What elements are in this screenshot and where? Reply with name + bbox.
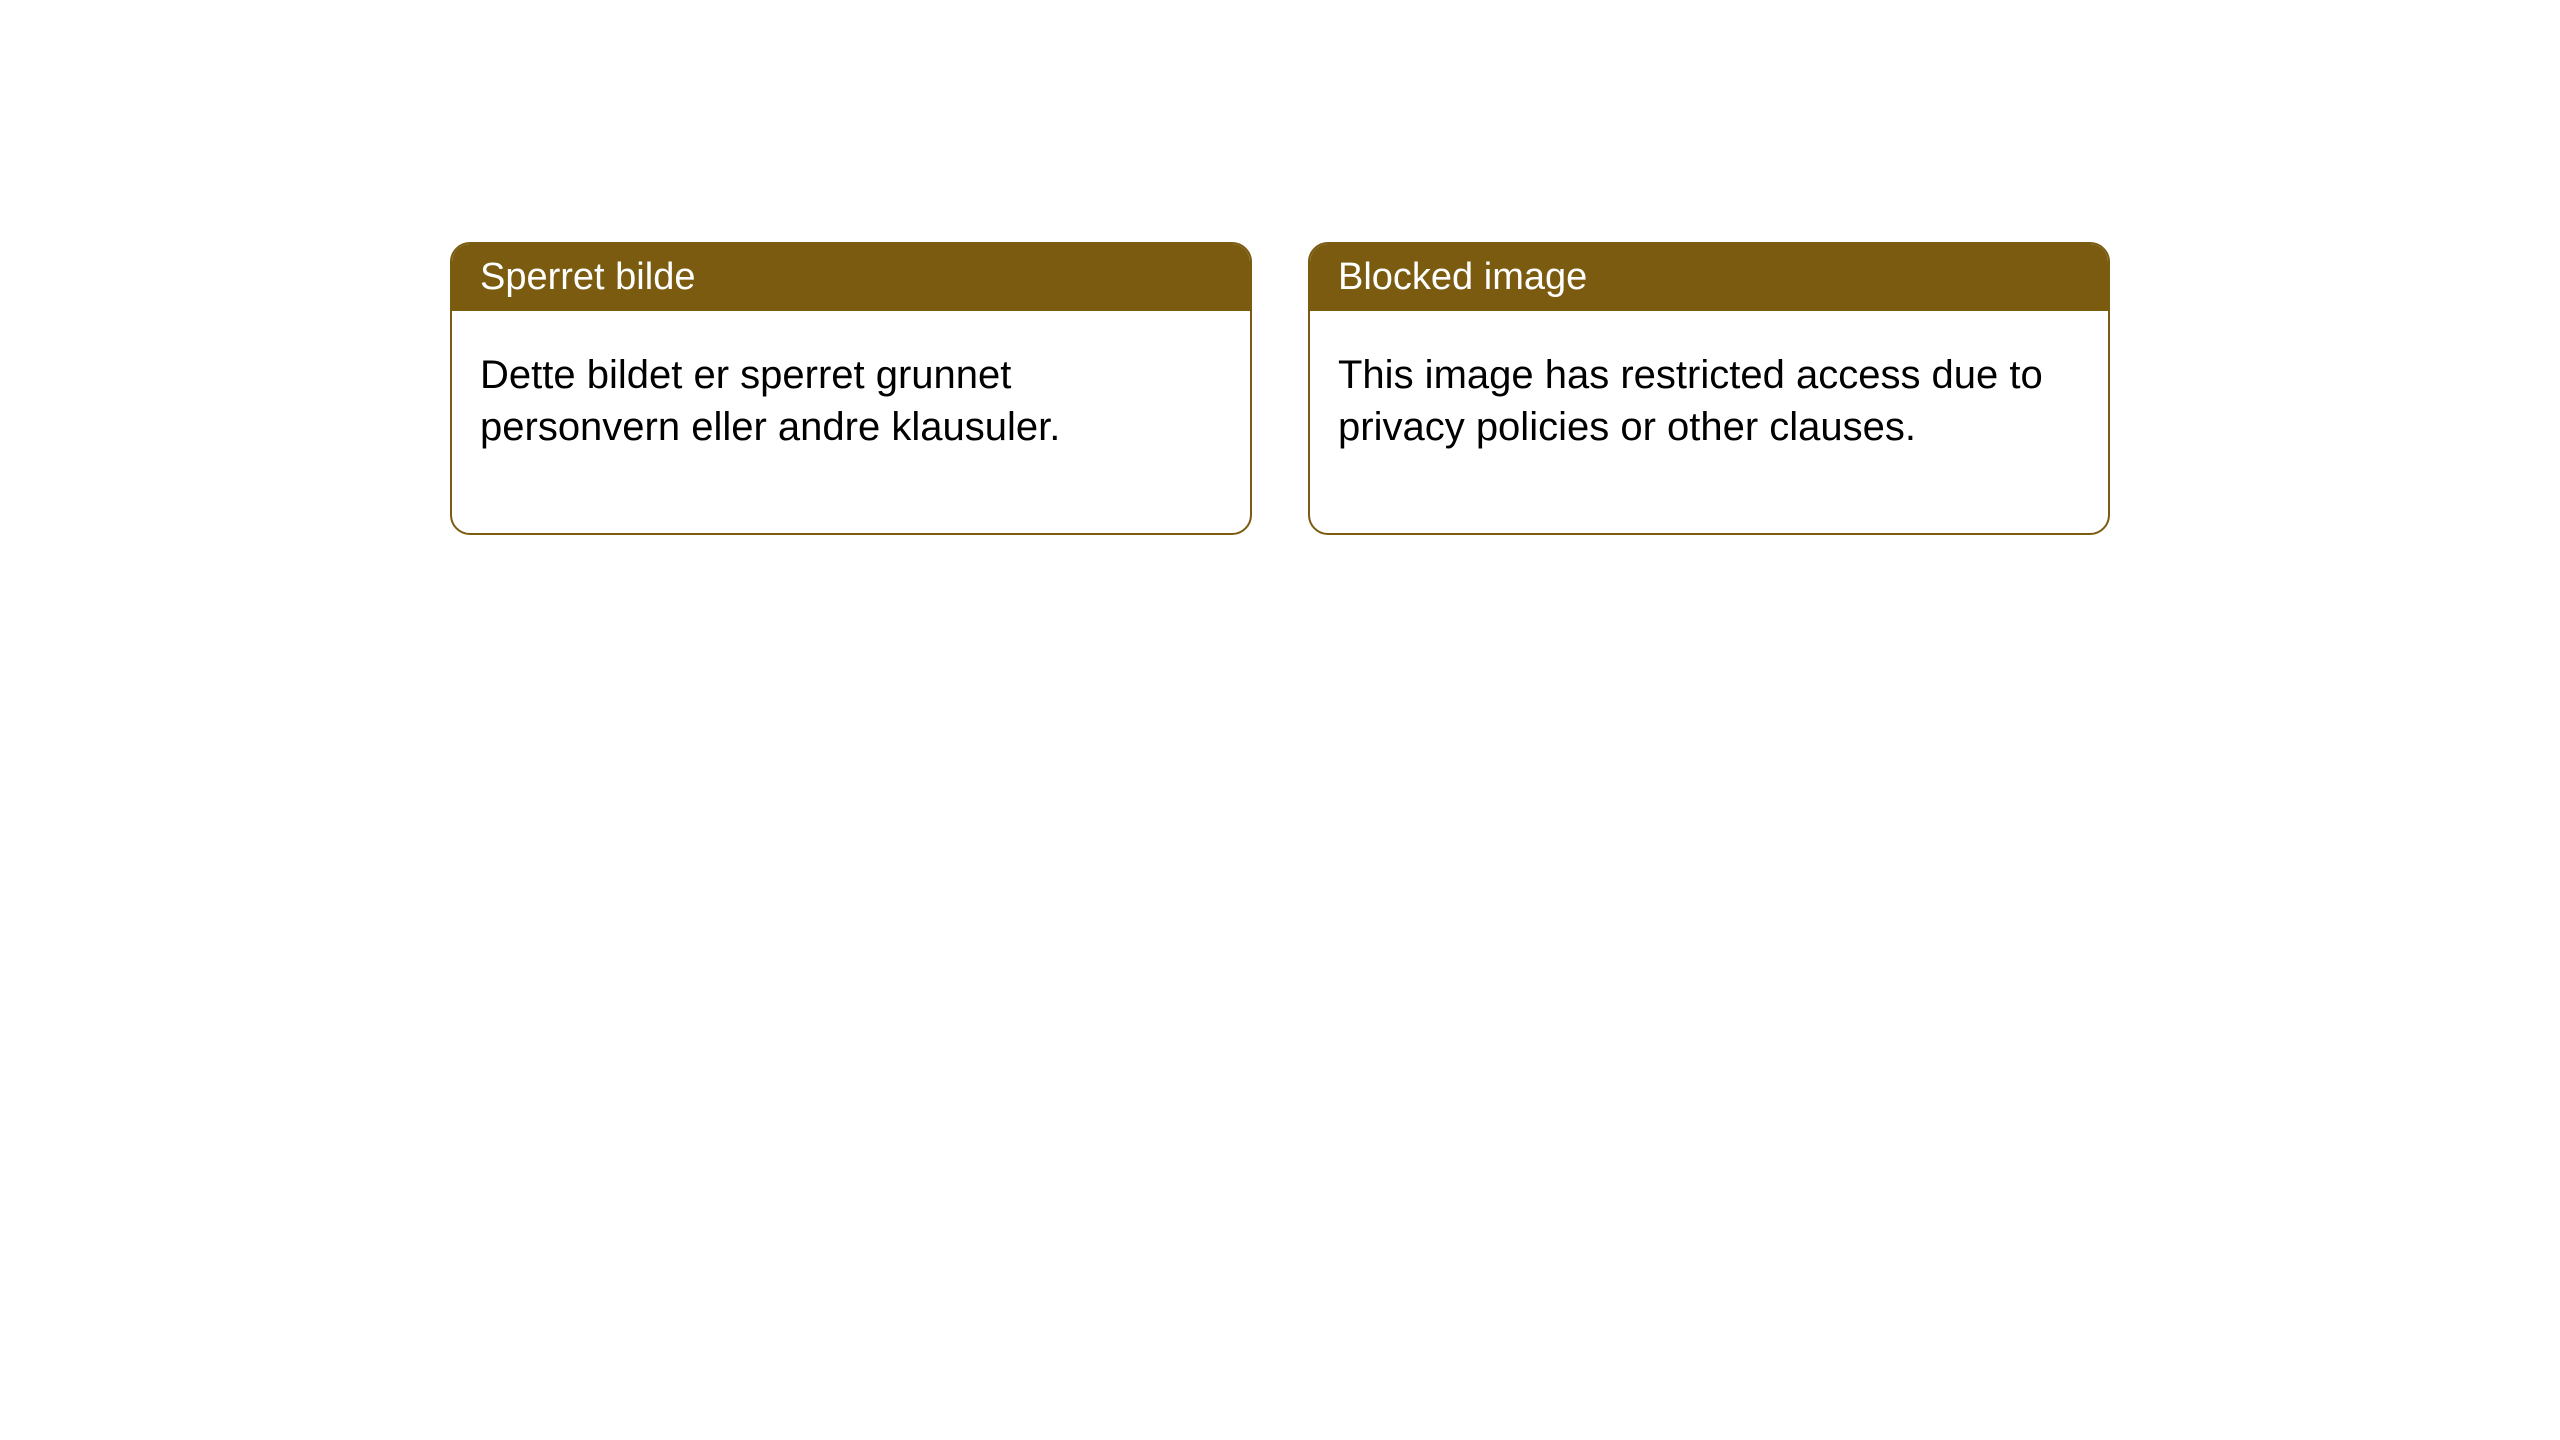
card-body-text: This image has restricted access due to … [1338,353,2043,449]
card-body-text: Dette bildet er sperret grunnet personve… [480,353,1060,449]
card-header: Sperret bilde [452,244,1250,311]
card-body: Dette bildet er sperret grunnet personve… [452,311,1250,533]
card-header: Blocked image [1310,244,2108,311]
card-header-text: Sperret bilde [480,256,695,298]
notice-card-norwegian: Sperret bilde Dette bildet er sperret gr… [450,242,1252,535]
notice-card-english: Blocked image This image has restricted … [1308,242,2110,535]
notice-container: Sperret bilde Dette bildet er sperret gr… [0,0,2560,535]
card-body: This image has restricted access due to … [1310,311,2108,533]
card-header-text: Blocked image [1338,256,1587,298]
